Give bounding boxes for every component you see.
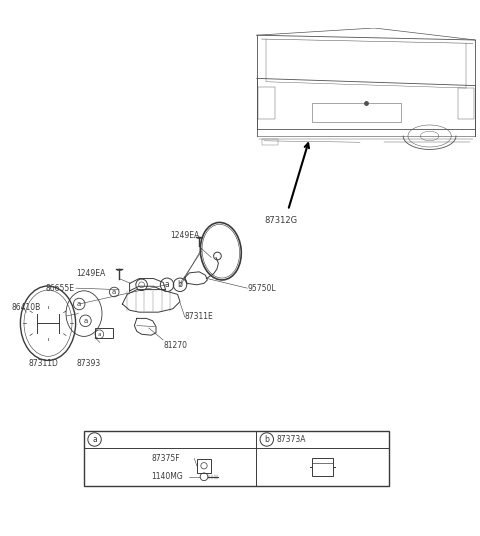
Text: 87393: 87393 bbox=[77, 359, 101, 368]
Bar bbox=[258, 86, 275, 119]
Bar bbox=[458, 88, 474, 119]
Text: a: a bbox=[97, 332, 101, 337]
Text: 1249EA: 1249EA bbox=[170, 231, 199, 240]
Text: 1249EA: 1249EA bbox=[76, 269, 106, 278]
Text: 1140MG: 1140MG bbox=[151, 472, 183, 481]
Bar bbox=[312, 458, 333, 476]
Text: a: a bbox=[165, 280, 169, 289]
Text: a: a bbox=[92, 435, 97, 444]
Text: 87375F: 87375F bbox=[151, 454, 180, 463]
Bar bbox=[95, 328, 113, 338]
Text: 87373A: 87373A bbox=[276, 435, 306, 444]
Text: b: b bbox=[264, 435, 269, 444]
Text: a: a bbox=[112, 289, 116, 295]
Text: 81270: 81270 bbox=[163, 341, 187, 350]
Text: 87311E: 87311E bbox=[185, 312, 214, 322]
Text: 86655E: 86655E bbox=[46, 284, 74, 293]
Text: 87311D: 87311D bbox=[28, 359, 58, 368]
Text: a: a bbox=[84, 318, 87, 324]
Bar bbox=[262, 139, 278, 145]
Text: 87312G: 87312G bbox=[264, 216, 298, 225]
Text: b: b bbox=[178, 280, 182, 289]
Text: a: a bbox=[77, 301, 81, 307]
Text: 86410B: 86410B bbox=[12, 303, 41, 312]
Bar bbox=[84, 431, 389, 486]
Text: 95750L: 95750L bbox=[247, 284, 276, 293]
Bar bbox=[197, 459, 211, 473]
Bar bbox=[312, 103, 401, 122]
